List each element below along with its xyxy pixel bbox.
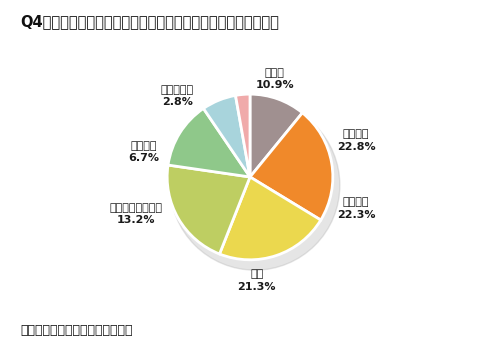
Text: カーリースの定額カルモくん調べ: カーリースの定額カルモくん調べ xyxy=(20,324,132,337)
Text: 車の状態
22.3%: 車の状態 22.3% xyxy=(337,197,376,220)
Text: Q4：車検を受けずに、乗り換える場合の判断基準は何ですか？: Q4：車検を受けずに、乗り換える場合の判断基準は何ですか？ xyxy=(20,14,279,29)
Text: 車検費用
22.8%: 車検費用 22.8% xyxy=(336,129,376,152)
Wedge shape xyxy=(250,113,333,220)
Text: 走行距離
6.7%: 走行距離 6.7% xyxy=(128,141,160,163)
Wedge shape xyxy=(168,109,250,177)
Wedge shape xyxy=(250,94,302,177)
Text: 他の車に乗りたい
13.2%: 他の車に乗りたい 13.2% xyxy=(109,203,162,226)
Text: 下取り金額
2.8%: 下取り金額 2.8% xyxy=(160,85,194,107)
Wedge shape xyxy=(167,165,250,254)
Wedge shape xyxy=(204,95,250,177)
Text: その他
10.9%: その他 10.9% xyxy=(256,68,294,91)
Text: 年数
21.3%: 年数 21.3% xyxy=(238,269,276,292)
Wedge shape xyxy=(220,177,321,260)
Wedge shape xyxy=(236,94,250,177)
Ellipse shape xyxy=(170,100,340,270)
